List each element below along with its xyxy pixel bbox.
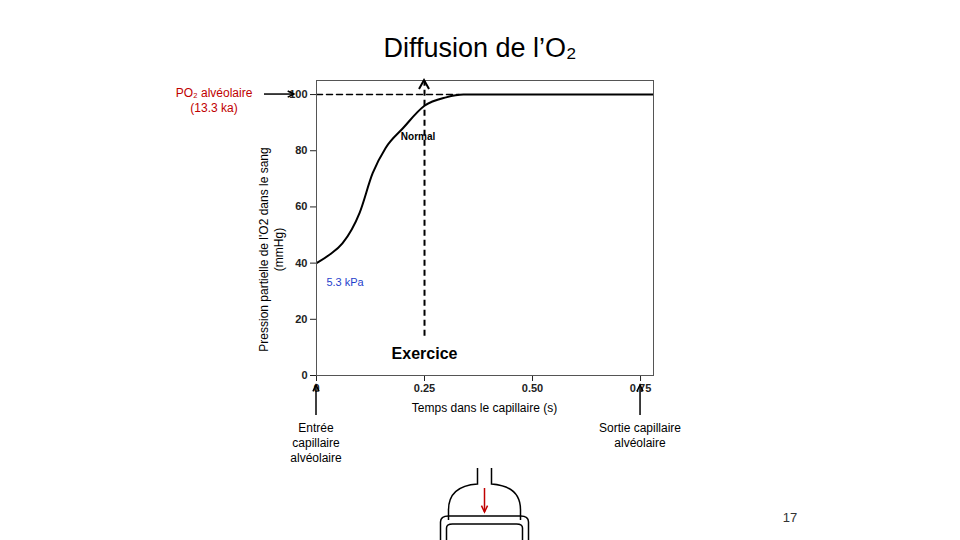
svg-text:0: 0 [313,382,319,394]
svg-text:0: 0 [301,369,307,381]
svg-text:alvéolaire: alvéolaire [614,436,666,450]
svg-text:Temps dans le capillaire (s): Temps dans le capillaire (s) [412,401,557,415]
svg-text:Entrée: Entrée [298,421,334,435]
svg-text:PO₂ alvéolaire: PO₂ alvéolaire [176,86,253,100]
svg-text:capillaire: capillaire [292,436,340,450]
svg-text:(mmHg): (mmHg) [272,228,286,271]
svg-text:20: 20 [295,313,307,325]
svg-text:0.50: 0.50 [522,382,543,394]
svg-text:17: 17 [783,510,797,525]
svg-text:100: 100 [289,88,307,100]
svg-text:(13.3 ka): (13.3 ka) [190,101,237,115]
svg-text:alvéolaire: alvéolaire [290,451,342,465]
svg-text:0.75: 0.75 [630,382,651,394]
svg-text:5.3 kPa: 5.3 kPa [326,276,364,288]
svg-text:40: 40 [295,257,307,269]
svg-text:Pression partielle de l'O2 dan: Pression partielle de l'O2 dans le sang [257,147,271,351]
svg-text:Exercice: Exercice [392,345,458,362]
svg-text:0.25: 0.25 [414,382,435,394]
svg-text:Sortie capillaire: Sortie capillaire [599,421,681,435]
svg-text:Diffusion de l’O₂: Diffusion de l’O₂ [383,33,576,63]
svg-text:Normal: Normal [401,131,436,142]
svg-text:80: 80 [295,144,307,156]
svg-text:60: 60 [295,200,307,212]
